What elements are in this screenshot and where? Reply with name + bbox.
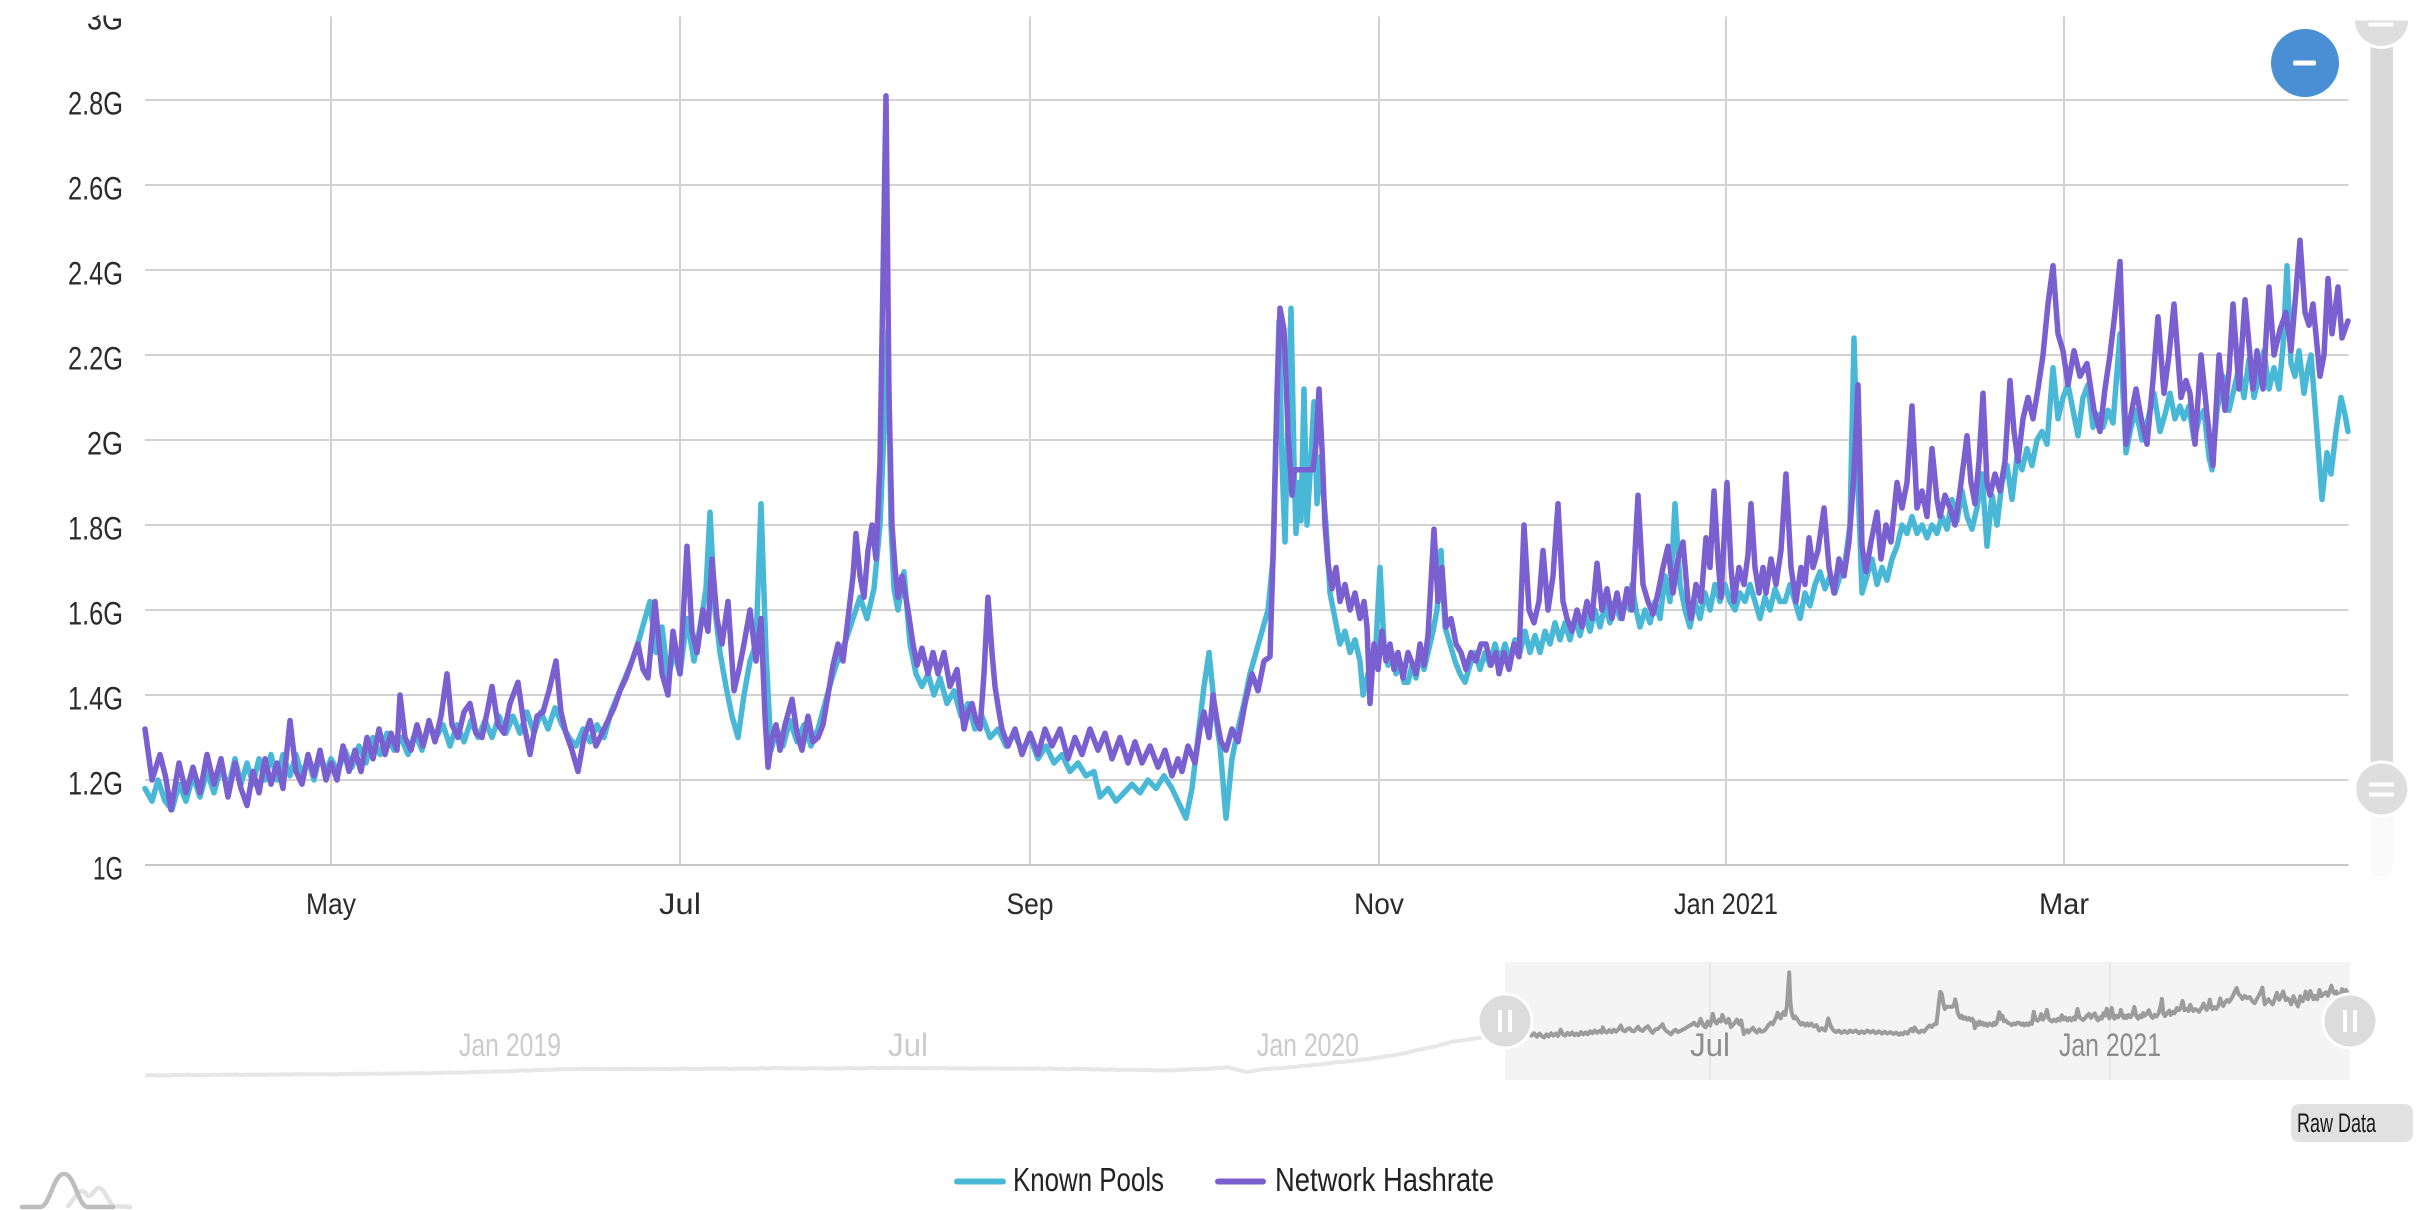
svg-text:1.6G: 1.6G	[68, 596, 123, 632]
svg-text:Network Hashrate: Network Hashrate	[1275, 1161, 1494, 1198]
svg-text:2G: 2G	[87, 426, 123, 462]
svg-text:Mar: Mar	[2039, 888, 2089, 921]
svg-text:1G: 1G	[93, 851, 123, 887]
svg-text:2.6G: 2.6G	[68, 171, 123, 207]
svg-text:May: May	[306, 888, 356, 921]
svg-text:Jan 2021: Jan 2021	[2059, 1027, 2161, 1063]
svg-text:1.4G: 1.4G	[68, 681, 123, 717]
svg-text:Jul: Jul	[1690, 1027, 1730, 1063]
svg-text:Raw Data: Raw Data	[2297, 1108, 2377, 1138]
svg-text:1.8G: 1.8G	[68, 511, 123, 547]
svg-text:Sep: Sep	[1007, 888, 1054, 921]
svg-text:Jan 2021: Jan 2021	[1674, 888, 1778, 921]
svg-text:Jul: Jul	[888, 1027, 928, 1063]
svg-text:Jan 2020: Jan 2020	[1257, 1027, 1359, 1063]
svg-text:3G: 3G	[87, 1, 123, 37]
svg-text:Known Pools: Known Pools	[1013, 1161, 1164, 1198]
svg-text:Nov: Nov	[1354, 888, 1404, 921]
svg-text:2.2G: 2.2G	[68, 341, 123, 377]
svg-text:Jul: Jul	[659, 888, 701, 921]
svg-text:Jan 2019: Jan 2019	[459, 1027, 561, 1063]
svg-text:2.4G: 2.4G	[68, 256, 123, 292]
svg-text:1.2G: 1.2G	[68, 766, 123, 802]
svg-text:2.8G: 2.8G	[68, 86, 123, 122]
